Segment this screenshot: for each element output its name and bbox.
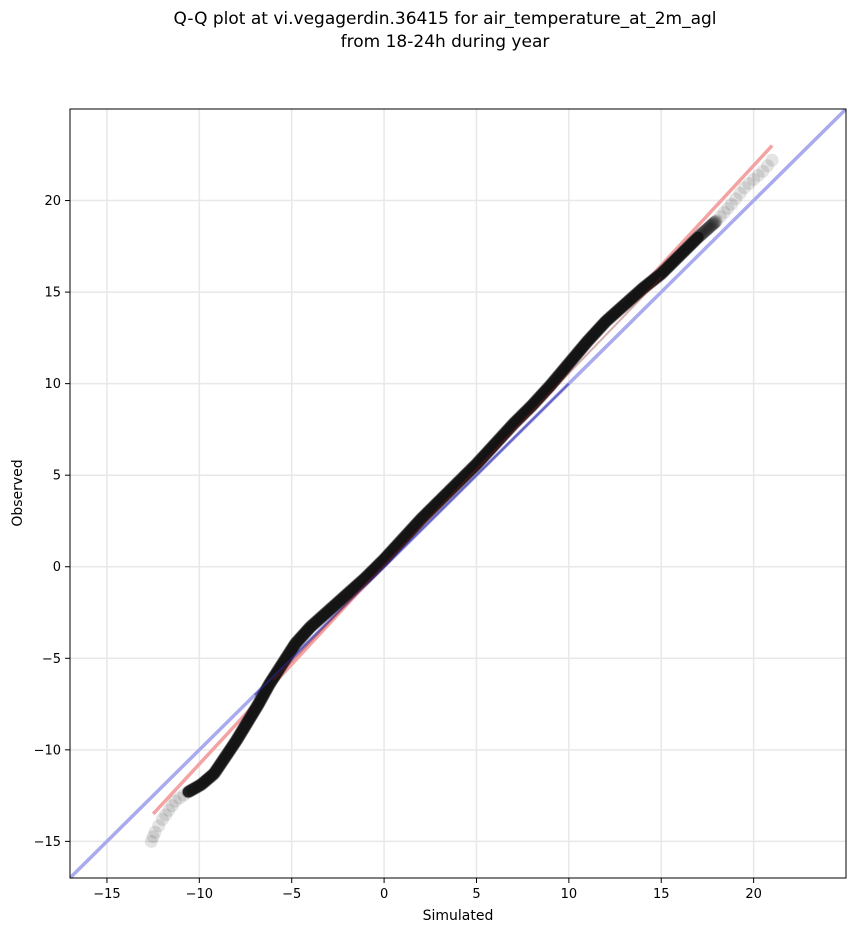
- quantile-point-36-1: [713, 210, 727, 224]
- x-axis-label: Simulated: [423, 908, 494, 924]
- y-tick-label-4: 5: [53, 469, 61, 484]
- quantile-point-35-12: [706, 217, 720, 231]
- quantile-point-2-0: [155, 812, 169, 826]
- quantile-point-35-14: [708, 215, 722, 229]
- chart-title-line2: from 18-24h during year: [340, 32, 550, 52]
- quantile-point-36-3: [721, 201, 735, 215]
- quantile-point-last: [765, 153, 779, 167]
- quantile-point-38-2: [747, 172, 761, 186]
- quantile-point-3-1: [173, 791, 187, 805]
- quantile-point-0-1: [146, 830, 160, 844]
- quantile-point-1-0: [148, 825, 162, 839]
- quantile-point-0-0: [144, 834, 158, 848]
- quantile-point-1-1: [152, 819, 166, 833]
- quantile-point-2-1: [159, 808, 173, 822]
- y-tick-label-6: 15: [44, 286, 61, 301]
- plot-area: [70, 109, 846, 878]
- y-tick-label-2: −5: [42, 652, 61, 667]
- quantile-point-37-0: [724, 197, 738, 211]
- quantile-point-36-0: [710, 214, 724, 228]
- quantile-point-35-7: [700, 222, 714, 236]
- quantile-point-39-0: [756, 164, 770, 178]
- quantile-point-35-10: [704, 219, 718, 233]
- chart-title-line1: Q-Q plot at vi.vegagerdin.36415 for air_…: [173, 9, 717, 29]
- x-tick-label-2: −5: [282, 887, 301, 902]
- x-tick-label-6: 15: [653, 887, 670, 902]
- quantile-dense-core: [182, 231, 704, 798]
- quantile-point-39-1: [760, 159, 774, 173]
- y-tick-label-5: 10: [44, 377, 61, 392]
- axis-ticks: −15 −10 −5 0 5 10 15 20 −15 −10 −5 0 5 10 15 20: [34, 194, 762, 902]
- x-tick-label-5: 10: [561, 887, 578, 902]
- y-tick-label-7: 20: [44, 194, 61, 209]
- plot-frame: [69, 108, 847, 879]
- quantile-point-35-11: [705, 218, 719, 232]
- quantile-point-35-13: [707, 216, 721, 230]
- quantile-point-35-8: [701, 221, 715, 235]
- x-tick-label-4: 5: [472, 887, 480, 902]
- y-tick-label-3: 0: [53, 560, 61, 575]
- x-tick-label-1: −10: [186, 887, 213, 902]
- quantile-point-38-1: [742, 177, 756, 191]
- x-tick-label-3: 0: [380, 887, 388, 902]
- quantile-point-37-2: [733, 186, 747, 200]
- quantile-point-2-2: [162, 803, 176, 817]
- quantile-point-35-9: [702, 220, 716, 234]
- reference-line-overlay: [254, 382, 570, 696]
- quantile-point-37-1: [729, 192, 743, 206]
- y-tick-label-0: −15: [34, 835, 61, 850]
- y-tick-label-1: −10: [34, 743, 61, 758]
- quantile-point-36-2: [717, 205, 731, 219]
- x-tick-label-0: −15: [93, 887, 120, 902]
- quantile-point-38-3: [751, 168, 765, 182]
- quantile-point-3-0: [168, 794, 182, 808]
- fit-line-overlay: [272, 276, 662, 681]
- quantile-point-38-0: [737, 181, 751, 195]
- quantile-point-2-3: [165, 799, 179, 813]
- y-axis-label: Observed: [10, 459, 26, 526]
- x-tick-label-7: 20: [745, 887, 762, 902]
